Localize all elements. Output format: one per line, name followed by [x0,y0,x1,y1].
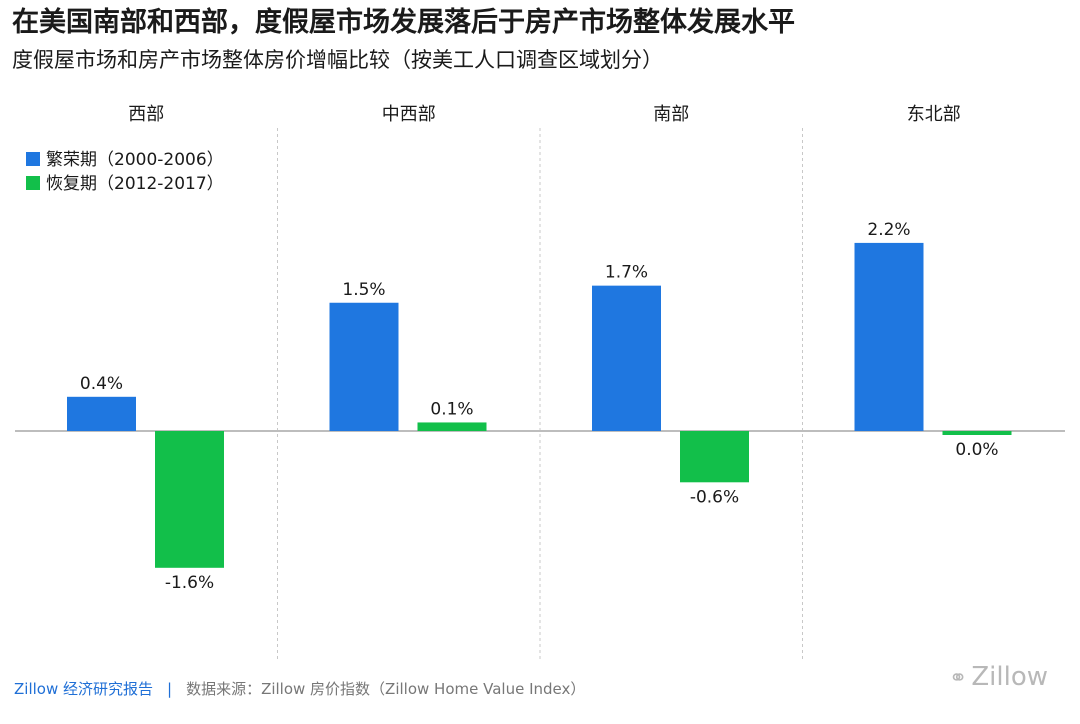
data-label: 0.4% [80,374,123,394]
data-label: 1.7% [605,263,648,283]
footer-separator: | [167,680,173,698]
data-label: 2.2% [867,220,910,240]
legend-swatch [26,152,40,166]
watermark: ⚭ Zillow [949,662,1048,692]
chart-subtitle: 度假屋市场和房产市场整体房价增幅比较（按美工人口调查区域划分） [12,48,663,72]
panel-label: 中西部 [382,104,436,125]
panel-label: 东北部 [907,104,961,125]
legend-label: 恢复期（2012-2017） [46,174,224,194]
chart-title: 在美国南部和西部，度假屋市场发展落后于房产市场整体发展水平 [12,7,795,38]
bar-boom [67,396,136,431]
bar-recovery [417,422,487,431]
footer-source: 数据来源：Zillow 房价指数（Zillow Home Value Index… [186,680,586,698]
data-label: 0.1% [430,399,473,419]
legend-swatch [26,176,40,190]
footer-brand: Zillow 经济研究报告 [14,680,153,698]
panel-label: 西部 [128,104,164,125]
data-label: 1.5% [342,280,385,300]
data-label: -0.6% [690,487,739,507]
footer: Zillow 经济研究报告 | 数据来源：Zillow 房价指数（Zillow Ho… [14,678,585,699]
panel-label: 南部 [653,104,689,125]
watermark-text: Zillow [971,662,1048,692]
data-label: 0.0% [955,440,998,460]
bar-recovery [155,431,224,568]
data-label: -1.6% [165,573,214,593]
bar-boom [854,242,924,431]
legend-label: 繁荣期（2000-2006） [46,150,224,170]
wechat-icon: ⚭ [948,666,968,691]
bar-boom [592,285,661,431]
bar-boom [329,302,399,431]
bar-recovery [942,431,1012,435]
bar-recovery [680,431,749,483]
